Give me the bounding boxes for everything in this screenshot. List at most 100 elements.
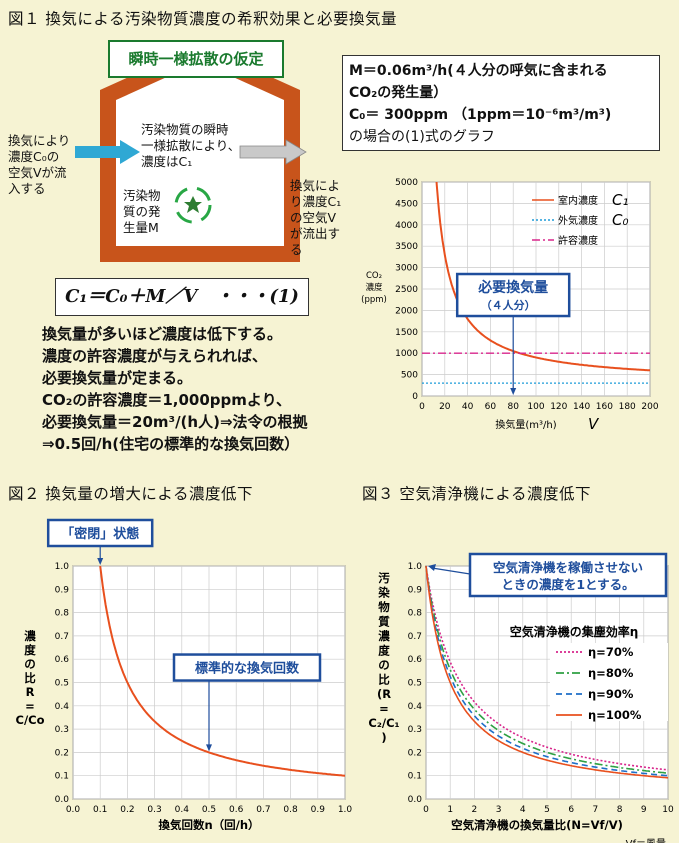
y-axis-label: 濃度の比 R = C/Co [16,629,45,727]
y-tick-label: 0.5 [408,679,422,689]
y-tick-label: 0.9 [408,585,423,595]
annotation-arrowhead [510,388,517,395]
x-tick-label: 0.3 [147,805,161,815]
house-label: 瞬時一様拡散の仮定 [108,40,284,78]
callout-arrow [431,567,471,575]
callout-arrowhead [428,564,436,571]
annotation-box [455,272,571,318]
legend-title: 空気清浄機の集塵効率η [510,624,639,639]
legend-var: C₀ [612,211,629,229]
x-tick-label: 40 [462,402,474,412]
x-tick-label: 8 [617,805,623,815]
x-tick-label: 3 [496,805,502,815]
x-tick-label: 0.7 [256,805,270,815]
y-tick-label: 1500 [395,328,418,338]
fig2-title: 図２ 換気量の増大による濃度低下 [8,485,253,503]
co2-concentration-chart: 0 20 40 60 80 100 120 140 160 180 2000500100015002… [361,178,659,433]
y-tick-label: 0.2 [55,748,69,758]
y-tick-label: 0.9 [55,585,70,595]
x-tick-label: 100 [527,402,544,412]
callout-closed-label: 「密閉」状態 [61,526,139,542]
callout-standard-label: 標準的な換気回数 [195,661,300,677]
callout-standard-arrowhead [206,744,212,752]
y-tick-label: 0.1 [55,772,69,782]
x-tick-label: 0 [423,805,429,815]
inflow-arrow [75,140,140,164]
y-tick-label: 0.7 [408,632,422,642]
series-line-eta [425,565,669,779]
x-axis-label: 換気回数n（回/h） [158,818,259,830]
conditions-box: M＝0.06m³/h(４人分の呼気に含まれる CO₂の発生量） C₀＝ 300p… [342,55,660,151]
formula-box: C₁＝C₀＋M／V ・・・(1) [55,278,309,316]
x-tick-label: 0.8 [283,805,298,815]
y-tick-label: 0 [412,392,418,402]
y-tick-label: 0.3 [55,725,69,735]
annotation-title: 必要換気量 [477,279,548,296]
fig1-title: 図１ 換気による汚染物質濃度の希釈効果と必要換気量 [8,10,397,28]
y-tick-label: 1.0 [408,562,423,572]
x-axis-var: V [588,415,600,433]
annotation-subtitle: （４人分） [481,298,536,312]
x-tick-label: 0.2 [120,805,134,815]
series-line-ratio [99,565,346,777]
x-tick-label: 20 [439,402,451,412]
legend-box [550,643,668,721]
callout-box [468,552,668,598]
explanation-text: 換気量が多いほど濃度は低下する。 濃度の許容濃度が与えられれば、 必要換気量が定… [42,325,308,453]
y-tick-label: 0.4 [408,702,423,712]
legend-label: 室内濃度 [558,194,598,207]
y-tick-label: 0.0 [408,795,423,805]
series-line-indoor [435,182,650,372]
air-purifier-chart: 0 1 2 3 4 5 6 7 8 9 10 0.0 0.1 0.2 0.3 0.4 0.5 0.6 0.7 0.8 0… [368,552,674,843]
y-tick-label: 3500 [395,242,418,252]
y-tick-label: 2000 [395,306,418,316]
x-tick-label: 80 [507,402,519,412]
series-line-eta [425,565,669,771]
series-line-eta [425,565,669,777]
series-line-eta [425,565,669,774]
x-tick-label: 0.9 [311,805,326,815]
y-tick-label: 1000 [395,349,418,359]
outflow-arrow [239,139,307,165]
callout-line2: ときの濃度を1とする。 [501,577,634,592]
x-tick-label: 140 [573,402,590,412]
y-tick-label: 4500 [395,199,418,209]
y-axis-label: 汚染物質濃度の比(R = C₂/C₁) [368,571,399,745]
x-tick-label: 120 [550,402,567,412]
house-diagram [75,45,307,262]
outflow-text: 換気によ り濃度C₁ の空気V が流出する [290,178,342,257]
x-tick-label: 6 [568,805,574,815]
x-tick-label: 5 [544,805,550,815]
fig3-title: 図３ 空気清浄機による濃度低下 [362,485,591,503]
x-tick-label: 0.0 [66,805,81,815]
y-tick-label: 0.2 [408,748,422,758]
y-tick-label: 0.5 [55,679,69,689]
x-tick-label: 180 [619,402,636,412]
y-tick-label: 0.0 [55,795,70,805]
legend-label: 外気濃度 [558,214,598,227]
y-tick-label: 1.0 [55,562,70,572]
callout-standard-box [172,653,322,682]
x-axis-label: 空気清浄機の換気量比(N=Vf/V) [451,818,623,832]
callout-line1: 空気清浄機を稼働させない [493,560,643,575]
source-text: 汚染物 質の発 生量M [123,188,161,235]
legend-label: η=100% [588,708,642,722]
x-tick-label: 200 [641,402,658,412]
footnote: Vf＝風量 [626,838,666,843]
x-tick-label: 0.5 [202,805,216,815]
x-tick-label: 9 [641,805,647,815]
mixing-text: 汚染物質の瞬時 一様拡散により、 濃度はC₁ [141,122,241,169]
y-tick-label: 0.8 [55,609,70,619]
y-tick-label: 0.4 [55,702,70,712]
x-tick-label: 0.1 [93,805,107,815]
x-tick-label: 0 [419,402,425,412]
x-tick-label: 0.4 [175,805,190,815]
y-tick-label: 0.7 [55,632,69,642]
y-tick-label: 0.3 [408,725,422,735]
legend-label: η=90% [588,687,634,701]
y-tick-label: 5000 [395,178,418,188]
y-tick-label: 0.6 [55,655,70,665]
x-axis-label: 換気量(m³/h) [495,418,556,431]
x-tick-label: 4 [520,805,526,815]
x-tick-label: 1.0 [338,805,353,815]
